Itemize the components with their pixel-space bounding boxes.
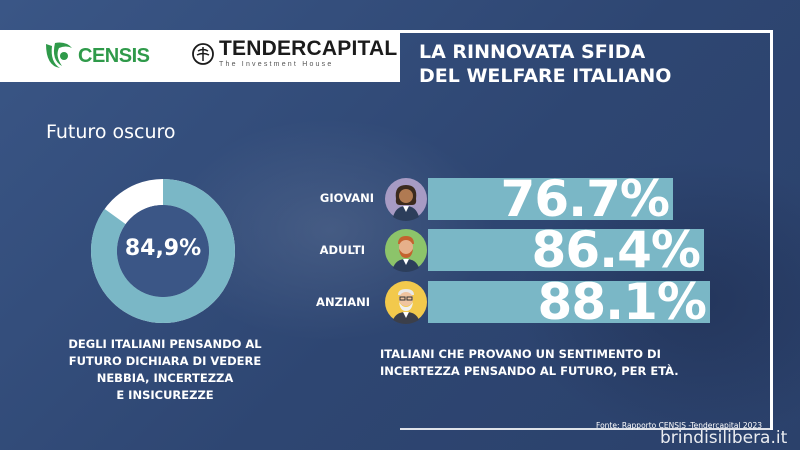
frame-top-border — [400, 30, 772, 33]
title-line-1: LA RINNOVATA SFIDA — [419, 41, 646, 63]
tendercapital-emblem-icon — [192, 42, 214, 65]
logo-bar: CENSIS TENDERCAPITAL The Investment Hous… — [0, 30, 400, 82]
donut-value-arc — [91, 179, 235, 323]
donut-caption-line: DEGLI ITALIANI PENSANDO AL — [68, 337, 262, 351]
donut-chart — [91, 179, 235, 323]
bar-caption-line: ITALIANI CHE PROVANO UN SENTIMENTO DI — [380, 347, 661, 361]
tendercapital-name: TENDERCAPITAL — [219, 37, 398, 60]
bar-value-label-anziani: 88.1% — [537, 273, 707, 331]
censis-logo: CENSIS — [42, 40, 150, 72]
donut-caption-line: E INSICUREZZE — [116, 388, 214, 402]
tendercapital-tagline: The Investment House — [219, 61, 334, 68]
frame-right-border — [770, 30, 773, 430]
bar-caption-line: INCERTEZZA PENSANDO AL FUTURO, PER ETÀ. — [380, 364, 679, 378]
watermark: brindisilibera.it — [660, 428, 788, 448]
censis-logo-text: CENSIS — [78, 44, 150, 67]
category-label-adulti: ADULTI — [319, 243, 365, 257]
bar-giovani — [428, 178, 673, 220]
bar-value-label-giovani: 76.7% — [500, 170, 670, 228]
bar-value-label-adulti: 86.4% — [531, 221, 701, 279]
bar-chart-caption: ITALIANI CHE PROVANO UN SENTIMENTO DI IN… — [380, 346, 740, 380]
young-person-avatar-icon — [385, 178, 427, 221]
bar-anziani — [428, 281, 710, 323]
page-title: LA RINNOVATA SFIDA DEL WELFARE ITALIANO — [419, 40, 749, 88]
donut-hole — [117, 205, 209, 297]
elderly-person-avatar-icon — [385, 281, 427, 324]
category-label-anziani: ANZIANI — [316, 295, 370, 309]
source-note: Fonte: Rapporto CENSIS -Tendercapital 20… — [596, 421, 762, 430]
donut-caption-line: NEBBIA, INCERTEZZA — [96, 371, 234, 385]
censis-logo-icon — [46, 42, 72, 68]
frame-bottom-border — [400, 428, 773, 430]
title-line-2: DEL WELFARE ITALIANO — [419, 65, 672, 87]
section-title: Futuro oscuro — [46, 121, 176, 143]
donut-value-label: 84,9% — [124, 236, 202, 261]
category-label-giovani: GIOVANI — [319, 191, 374, 205]
donut-caption-line: FUTURO DICHIARA DI VEDERE — [68, 354, 262, 368]
bar-adulti — [428, 229, 704, 271]
donut-caption: DEGLI ITALIANI PENSANDO AL FUTURO DICHIA… — [40, 336, 290, 404]
adult-person-avatar-icon — [385, 229, 427, 272]
tendercapital-logo: TENDERCAPITAL The Investment House — [192, 38, 397, 69]
